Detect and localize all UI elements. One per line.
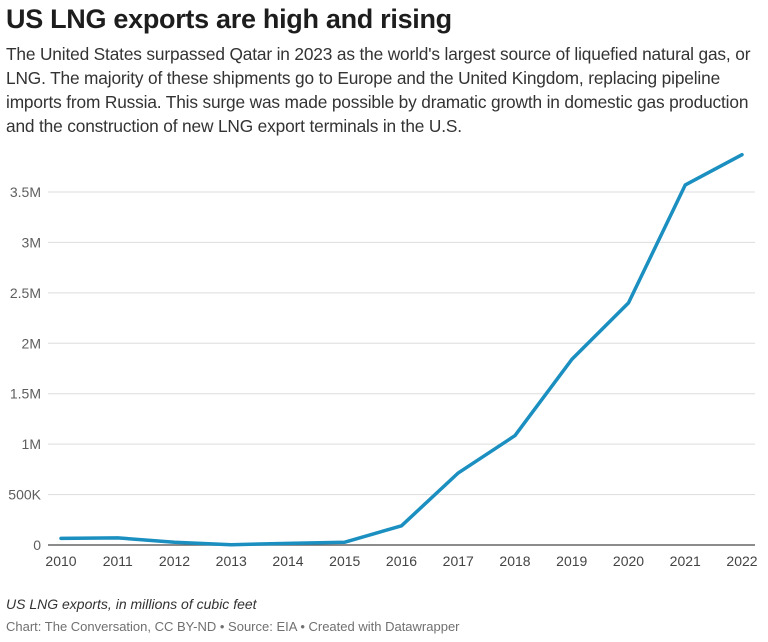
x-tick-label: 2014 (272, 553, 303, 569)
x-tick-label: 2015 (329, 553, 360, 569)
chart-note: US LNG exports, in millions of cubic fee… (6, 596, 257, 612)
chart-description: The United States surpassed Qatar in 202… (6, 44, 751, 136)
x-tick-label: 2019 (556, 553, 587, 569)
x-axis-ticks: 2010 2011 2012 2013 2014 2015 2016 2017 2018 2019… (45, 553, 757, 569)
y-tick-label: 3M (22, 234, 41, 250)
x-tick-label: 2016 (386, 553, 417, 569)
y-tick-label: 3.5M (10, 184, 41, 200)
credit-text: Chart: The Conversation, CC BY-ND (6, 619, 217, 634)
source-text: Source: EIA (228, 619, 297, 634)
separator: • (216, 619, 229, 634)
y-tick-label: 0 (33, 537, 41, 553)
y-tick-label: 1.5M (10, 386, 41, 402)
x-tick-label: 2012 (159, 553, 190, 569)
y-axis-ticks: 0 500K 1M 1.5M 2M 2.5M 3M 3.5M (8, 184, 41, 553)
x-tick-label: 2017 (443, 553, 474, 569)
created-with-text: Created with Datawrapper (308, 619, 460, 634)
y-tick-label: 500K (8, 487, 41, 503)
x-tick-label: 2018 (499, 553, 530, 569)
y-tick-label: 1M (22, 436, 41, 452)
chart-title: US LNG exports are high and rising (6, 4, 452, 34)
chart-source-line: Chart: The Conversation, CC BY-ND • Sour… (6, 619, 460, 634)
x-tick-label: 2022 (726, 553, 757, 569)
x-tick-label: 2011 (103, 553, 133, 569)
x-tick-label: 2020 (613, 553, 644, 569)
y-tick-label: 2.5M (10, 285, 41, 301)
series-line-us-lng-exports (59, 152, 744, 547)
x-tick-label: 2013 (216, 553, 247, 569)
separator: • (296, 619, 309, 634)
y-tick-label: 2M (22, 335, 41, 351)
gridlines (48, 191, 755, 496)
x-tick-label: 2021 (670, 553, 701, 569)
x-tick-label: 2010 (45, 553, 76, 569)
